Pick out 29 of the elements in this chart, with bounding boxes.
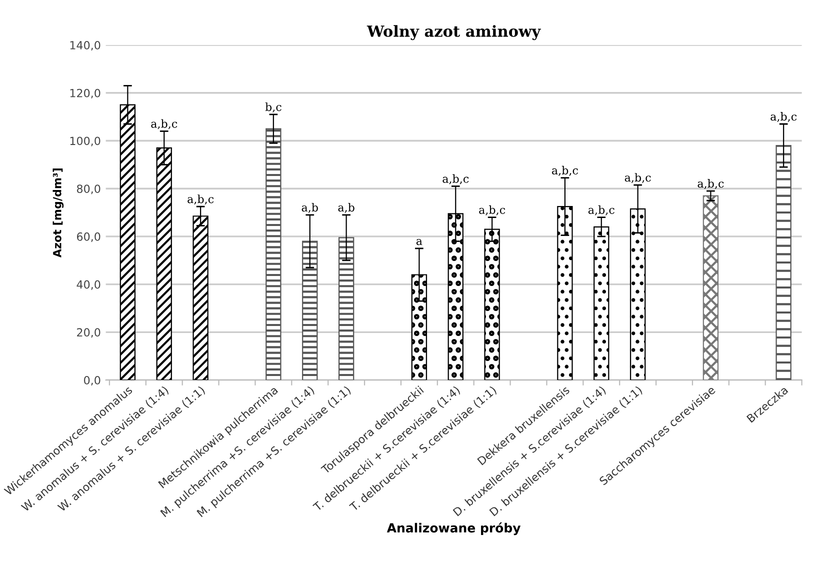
bar <box>266 128 282 380</box>
y-tick-label: 60,0 <box>76 232 100 242</box>
data-label: a,b,c <box>588 205 614 216</box>
data-label: a,b,c <box>770 112 797 122</box>
y-tick-label: 140,0 <box>70 41 100 51</box>
data-label: b,c <box>265 102 282 112</box>
bar <box>338 237 354 380</box>
y-tick-label: 120,0 <box>70 88 100 98</box>
data-label: a <box>416 238 422 246</box>
data-label: a,b <box>302 202 318 213</box>
chart-title: Wolny azot aminowy <box>366 25 541 40</box>
bar <box>302 240 318 380</box>
bar <box>702 195 719 380</box>
bar <box>776 144 792 380</box>
data-label: a,b,c <box>151 119 178 130</box>
data-label: a,b,c <box>479 205 506 216</box>
data-label: a,b,c <box>552 166 578 176</box>
data-label: a,b,c <box>624 173 651 184</box>
y-tick-label: 100,0 <box>70 136 100 146</box>
y-tick-label: 0,0 <box>84 376 100 386</box>
data-label: a,b,c <box>188 194 214 205</box>
y-tick-label: 80,0 <box>76 184 100 194</box>
x-axis-title: Analizowane próby <box>386 522 521 536</box>
data-label: a,b,c <box>442 174 469 184</box>
data-label: a,b <box>338 202 354 213</box>
y-axis-title: Azot [mg/dm³] <box>52 168 64 258</box>
y-tick-label: 40,0 <box>76 280 100 290</box>
y-tick-label: 20,0 <box>77 328 100 338</box>
data-label: a,b,c <box>698 179 724 190</box>
